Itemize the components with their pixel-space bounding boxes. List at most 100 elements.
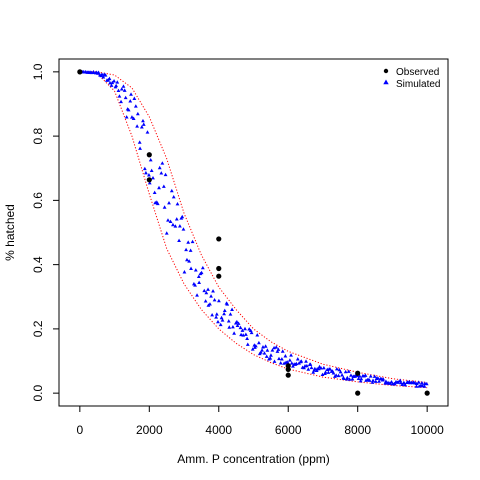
simulated-point xyxy=(148,158,153,162)
x-axis-label: Amm. P concentration (ppm) xyxy=(177,452,330,466)
simulated-point xyxy=(114,83,119,88)
simulated-point xyxy=(262,351,267,355)
simulated-point xyxy=(340,373,344,377)
simulated-point xyxy=(287,358,292,362)
observed-point xyxy=(146,177,152,183)
observed-point xyxy=(216,265,222,272)
simulated-point xyxy=(232,331,237,335)
legend-simulated-label: Simulated xyxy=(396,79,440,90)
simulated-point xyxy=(345,375,350,380)
simulated-point xyxy=(149,168,154,173)
simulated-point xyxy=(270,348,275,352)
y-tick-label: 0.4 xyxy=(31,256,45,273)
simulated-point xyxy=(238,325,243,330)
simulated-point xyxy=(144,170,148,175)
simulated-point xyxy=(142,166,147,171)
simulated-point xyxy=(359,376,364,381)
simulated-point xyxy=(112,79,116,83)
simulated-point xyxy=(166,218,170,222)
simulated-point xyxy=(306,367,311,371)
simulated-point xyxy=(202,288,207,293)
simulated-point xyxy=(216,319,220,324)
simulated-point xyxy=(210,312,215,317)
observed-point xyxy=(146,152,152,158)
simulated-point xyxy=(173,224,178,228)
simulated-point xyxy=(147,181,152,185)
observed-point xyxy=(285,372,291,378)
simulated-point xyxy=(203,299,208,303)
simulated-point xyxy=(186,240,191,244)
simulated-point xyxy=(130,115,134,119)
simulated-point xyxy=(160,161,165,165)
simulated-point xyxy=(280,349,285,353)
simulated-point xyxy=(167,200,171,205)
simulated-point xyxy=(414,381,419,386)
simulated-point xyxy=(289,353,293,357)
observed-point xyxy=(424,390,430,396)
simulated-point xyxy=(141,122,146,126)
x-tick-label: 10000 xyxy=(410,423,444,437)
y-tick-label: 0.2 xyxy=(31,320,45,337)
simulated-point xyxy=(308,362,313,366)
x-tick-label: 6000 xyxy=(275,423,302,437)
simulated-point xyxy=(328,367,332,371)
simulated-point xyxy=(304,363,309,368)
simulated-point xyxy=(122,88,127,92)
simulated-point xyxy=(357,374,362,378)
simulated-point xyxy=(145,130,150,134)
simulated-point xyxy=(137,140,142,144)
simulated-point xyxy=(295,357,300,361)
observed-point xyxy=(216,273,222,279)
simulated-point xyxy=(371,378,375,382)
simulated-point xyxy=(342,376,346,380)
simulated-point xyxy=(312,366,317,371)
simulated-point xyxy=(185,257,189,262)
simulated-point xyxy=(356,376,361,381)
simulated-point xyxy=(403,382,408,387)
y-tick-label: 1.0 xyxy=(31,63,45,80)
simulated-point xyxy=(115,80,120,84)
simulated-point xyxy=(336,373,341,378)
simulated-point xyxy=(253,343,258,348)
simulated-point xyxy=(389,379,394,384)
simulated-point xyxy=(209,294,213,298)
simulated-point xyxy=(243,326,247,331)
simulated-point xyxy=(225,302,230,306)
simulated-point xyxy=(164,231,169,235)
simulated-point xyxy=(200,265,205,270)
simulated-point xyxy=(168,219,173,224)
simulated-point xyxy=(263,344,268,348)
simulated-point xyxy=(157,185,161,190)
simulated-point xyxy=(275,349,280,353)
simulated-point xyxy=(240,328,245,332)
simulated-point xyxy=(121,84,126,88)
simulated-point xyxy=(199,270,204,275)
simulated-point xyxy=(278,361,283,365)
simulated-point xyxy=(350,377,355,381)
observed-point xyxy=(285,366,291,372)
simulated-point xyxy=(276,347,281,351)
simulated-point xyxy=(424,381,429,386)
simulated-point xyxy=(214,312,219,316)
simulated-point xyxy=(155,201,160,206)
y-tick-label: 0.6 xyxy=(31,192,45,209)
simulated-point xyxy=(399,380,403,385)
simulated-point xyxy=(349,373,353,377)
simulated-point xyxy=(299,359,304,363)
simulated-point xyxy=(132,96,137,100)
simulated-point xyxy=(157,165,162,170)
simulated-point xyxy=(135,111,140,116)
legend: Observed Simulated xyxy=(383,67,440,90)
simulated-point xyxy=(368,374,373,378)
observed-point xyxy=(355,390,361,396)
observed-point xyxy=(216,236,222,242)
simulated-point xyxy=(289,361,294,365)
y-tick-label: 0.8 xyxy=(31,127,45,144)
simulated-point xyxy=(367,378,372,382)
simulated-point xyxy=(222,311,226,316)
simulated-point xyxy=(184,247,188,252)
simulated-point xyxy=(320,372,325,377)
simulated-point xyxy=(211,289,215,293)
simulated-point xyxy=(279,357,284,361)
